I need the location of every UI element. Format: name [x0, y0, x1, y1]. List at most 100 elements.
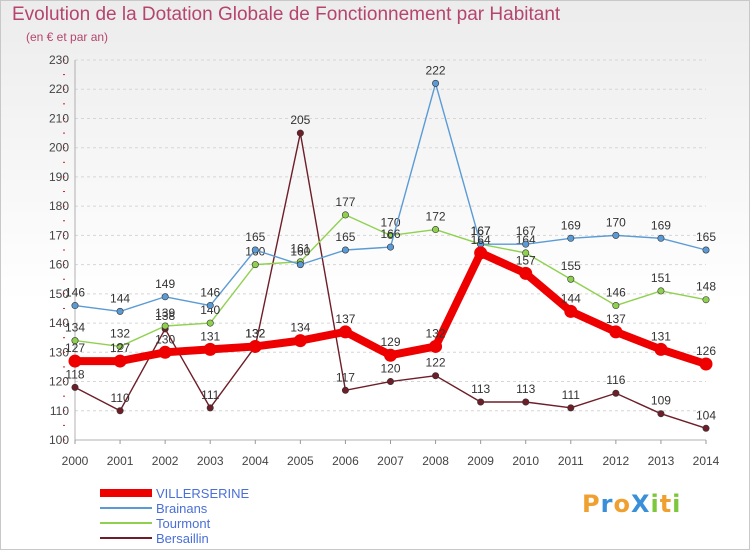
data-point-tourmont: [702, 296, 710, 304]
x-tick-label: 2010: [512, 454, 539, 468]
y-tick-label: 160: [49, 258, 69, 272]
data-point-bersaillin: [432, 372, 440, 380]
x-tick-label: 2005: [287, 454, 314, 468]
y-tick-label: 210: [49, 111, 69, 125]
data-label-villerserine: 131: [651, 329, 671, 343]
data-point-villerserine: [203, 342, 217, 356]
data-point-villerserine: [699, 357, 713, 371]
data-label-bersaillin: 113: [471, 382, 490, 396]
data-label-brainans: 169: [651, 218, 671, 232]
data-label-bersaillin: 113: [516, 382, 535, 396]
y-tick-label: 150: [49, 287, 69, 301]
chart-title: Evolution de la Dotation Globale de Fonc…: [12, 4, 561, 25]
data-label-villerserine: 127: [110, 341, 130, 355]
data-point-villerserine: [429, 339, 443, 353]
data-point-villerserine: [113, 354, 127, 368]
data-label-brainans: 169: [561, 218, 581, 232]
data-point-bersaillin: [296, 129, 304, 137]
logo-letter: i: [672, 490, 682, 518]
data-point-villerserine: [68, 354, 82, 368]
x-tick-label: 2014: [693, 454, 720, 468]
data-point-bersaillin: [702, 424, 710, 432]
x-tick-label: 2011: [558, 454, 584, 468]
y-tick-label: 100: [49, 433, 69, 447]
data-label-bersaillin: 109: [651, 394, 671, 408]
data-label-tourmont: 172: [426, 210, 446, 224]
data-label-brainans: 160: [290, 245, 310, 259]
data-point-tourmont: [116, 342, 124, 350]
logo-letter: r: [600, 490, 614, 518]
legend-label-brainans: Brainans: [156, 501, 208, 516]
x-tick-label: 2004: [242, 454, 269, 468]
data-label-tourmont: 132: [110, 326, 130, 340]
data-point-bersaillin: [567, 404, 575, 412]
data-label-brainans: 165: [335, 230, 355, 244]
data-point-tourmont: [206, 319, 214, 327]
y-tick-label: 130: [49, 345, 69, 359]
legend-item-villerserine: VILLERSERINE: [100, 486, 360, 501]
data-label-brainans: 146: [200, 286, 220, 300]
data-point-brainans: [161, 293, 169, 301]
x-tick-label: 2009: [467, 454, 494, 468]
data-label-tourmont: 151: [651, 271, 671, 285]
data-label-brainans: 222: [426, 63, 446, 77]
data-point-villerserine: [564, 304, 578, 318]
x-tick-label: 2002: [152, 454, 179, 468]
data-point-bersaillin: [522, 398, 530, 406]
data-point-tourmont: [432, 226, 440, 234]
data-point-bersaillin: [116, 407, 124, 415]
data-label-tourmont: 146: [606, 286, 626, 300]
y-tick-label: 140: [49, 316, 69, 330]
data-label-brainans: 144: [110, 291, 130, 305]
x-tick-label: 2007: [377, 454, 404, 468]
data-label-villerserine: 129: [380, 335, 400, 349]
data-point-brainans: [657, 234, 665, 242]
data-point-villerserine: [158, 345, 172, 359]
logo-letter: X: [630, 490, 651, 518]
data-label-bersaillin: 110: [111, 391, 130, 405]
data-point-tourmont: [251, 261, 259, 269]
y-tick-label: 180: [49, 199, 69, 213]
data-point-tourmont: [612, 302, 620, 310]
logo-letter: t: [659, 490, 673, 518]
data-point-brainans: [206, 302, 214, 310]
data-label-villerserine: 127: [65, 341, 85, 355]
data-label-tourmont: 140: [200, 303, 220, 317]
legend-item-tourmont: Tourmont: [100, 516, 360, 531]
data-label-villerserine: 137: [335, 312, 355, 326]
y-tick-label: 120: [49, 375, 69, 389]
legend-item-brainans: Brainans: [100, 501, 360, 516]
logo-letter: i: [650, 490, 660, 518]
data-point-brainans: [567, 234, 575, 242]
data-label-bersaillin: 111: [562, 388, 581, 402]
data-label-villerserine: 131: [200, 329, 220, 343]
chart-legend: VILLERSERINE Brainans Tourmont Bersailli…: [100, 486, 360, 546]
data-point-bersaillin: [71, 383, 79, 391]
data-point-brainans: [386, 243, 394, 251]
data-label-villerserine: 137: [606, 312, 626, 326]
data-label-brainans: 166: [380, 227, 400, 241]
data-point-villerserine: [384, 348, 397, 362]
x-tick-label: 2006: [332, 454, 359, 468]
data-label-bersaillin: 122: [426, 356, 446, 370]
x-tick-label: 2001: [107, 454, 134, 468]
data-label-villerserine: 134: [290, 321, 310, 335]
data-point-villerserine: [474, 246, 488, 260]
data-point-bersaillin: [477, 398, 485, 406]
data-point-brainans: [432, 79, 440, 87]
data-point-brainans: [296, 261, 304, 269]
logo-letter: o: [613, 490, 631, 518]
y-tick-label: 110: [50, 404, 69, 418]
data-label-tourmont: 139: [155, 306, 175, 320]
data-label-bersaillin: 138: [155, 309, 175, 323]
data-label-tourmont: 155: [561, 259, 581, 273]
legend-swatch-tourmont: [100, 522, 152, 524]
legend-swatch-villerserine: [100, 489, 152, 497]
data-label-tourmont: 161: [290, 242, 310, 256]
data-label-brainans: 165: [696, 230, 716, 244]
data-label-villerserine: 132: [426, 326, 446, 340]
data-label-bersaillin: 132: [245, 326, 265, 340]
y-tick-label: 220: [49, 82, 69, 96]
